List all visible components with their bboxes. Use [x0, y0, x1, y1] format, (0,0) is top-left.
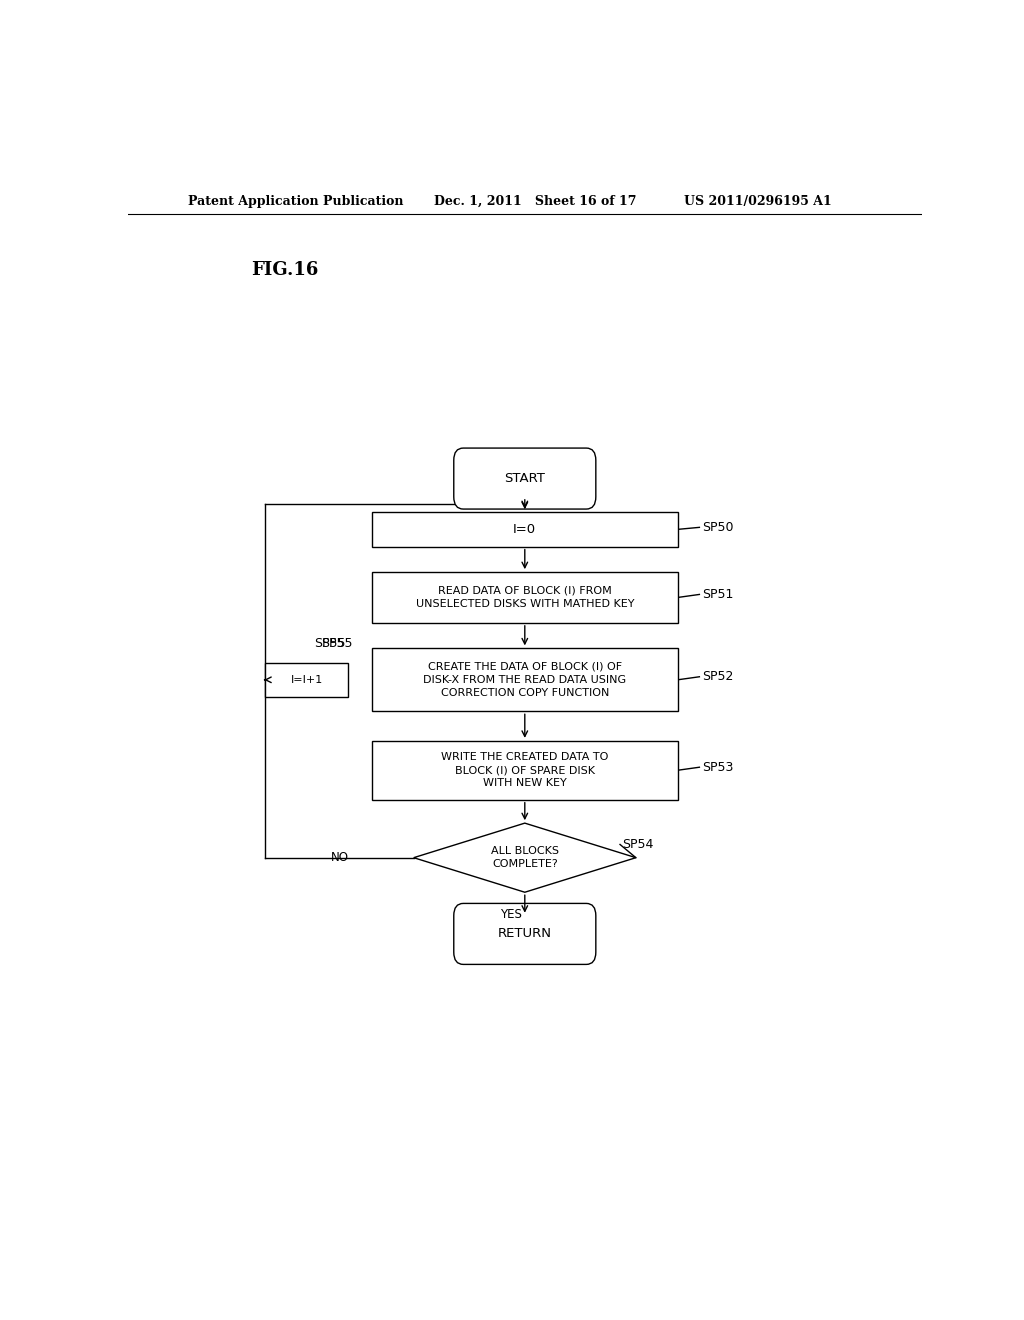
Text: SP54: SP54 [623, 838, 653, 851]
Text: CREATE THE DATA OF BLOCK (I) OF
DISK-X FROM THE READ DATA USING
CORRECTION COPY : CREATE THE DATA OF BLOCK (I) OF DISK-X F… [423, 661, 627, 698]
Text: YES: YES [500, 908, 521, 921]
FancyBboxPatch shape [372, 572, 678, 623]
FancyBboxPatch shape [454, 447, 596, 510]
Text: Patent Application Publication: Patent Application Publication [187, 194, 403, 207]
Text: SP51: SP51 [701, 587, 733, 601]
FancyBboxPatch shape [372, 741, 678, 800]
Text: SP50: SP50 [701, 521, 733, 533]
FancyBboxPatch shape [372, 512, 678, 546]
FancyBboxPatch shape [454, 903, 596, 965]
Text: I=0: I=0 [513, 523, 537, 536]
Polygon shape [414, 824, 636, 892]
Text: US 2011/0296195 A1: US 2011/0296195 A1 [684, 194, 831, 207]
Text: START: START [505, 473, 545, 484]
Text: READ DATA OF BLOCK (I) FROM
UNSELECTED DISKS WITH MATHED KEY: READ DATA OF BLOCK (I) FROM UNSELECTED D… [416, 586, 634, 609]
Text: NO: NO [331, 851, 348, 865]
Text: SP53: SP53 [701, 760, 733, 774]
FancyBboxPatch shape [372, 648, 678, 711]
FancyBboxPatch shape [265, 663, 348, 697]
Text: RETURN: RETURN [498, 928, 552, 940]
Text: SP55: SP55 [321, 636, 352, 649]
Text: SP55: SP55 [314, 636, 346, 649]
Text: FIG.16: FIG.16 [251, 261, 318, 280]
Text: Dec. 1, 2011   Sheet 16 of 17: Dec. 1, 2011 Sheet 16 of 17 [433, 194, 636, 207]
Text: SP52: SP52 [701, 671, 733, 684]
Text: ALL BLOCKS
COMPLETE?: ALL BLOCKS COMPLETE? [490, 846, 559, 870]
Text: WRITE THE CREATED DATA TO
BLOCK (I) OF SPARE DISK
WITH NEW KEY: WRITE THE CREATED DATA TO BLOCK (I) OF S… [441, 752, 608, 788]
Text: I=I+1: I=I+1 [291, 675, 323, 685]
